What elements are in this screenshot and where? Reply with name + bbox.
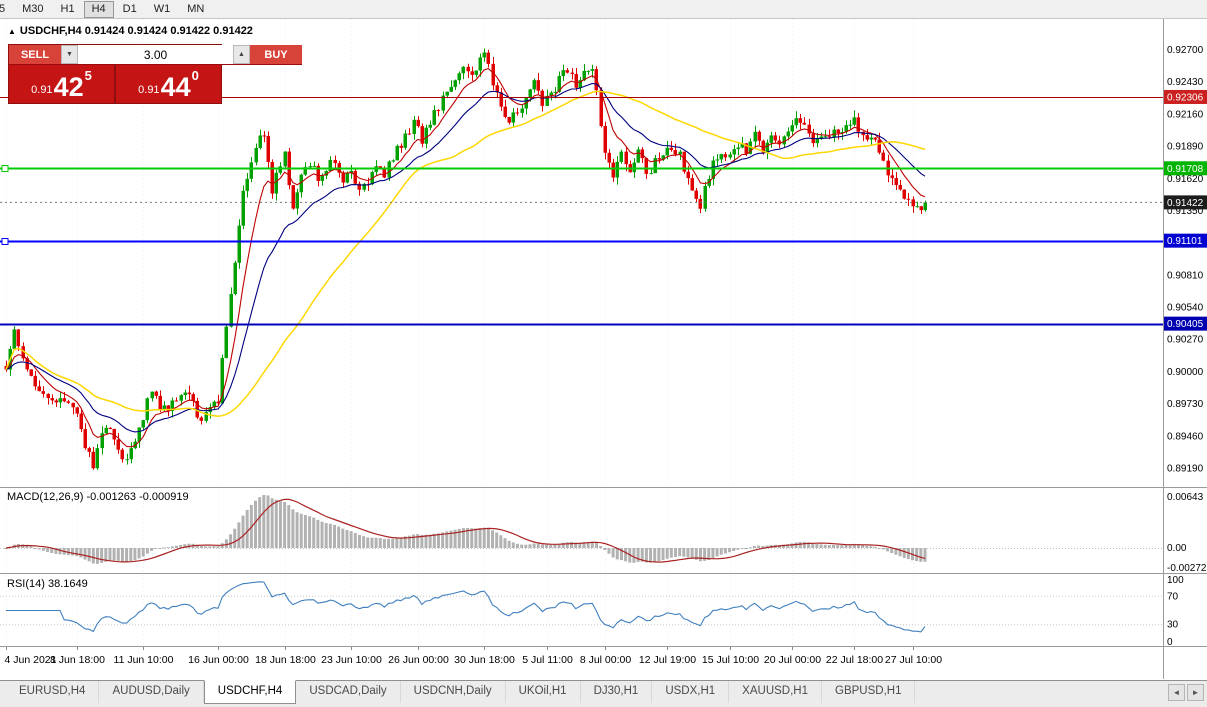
svg-text:0.90405: 0.90405 bbox=[1167, 319, 1204, 330]
ask-pipette: 0 bbox=[191, 68, 199, 83]
trade-controls-row: SELL ▼ ▲ BUY bbox=[9, 45, 302, 65]
timeframe-button-m30[interactable]: M30 bbox=[14, 0, 52, 18]
svg-text:0.89730: 0.89730 bbox=[1167, 399, 1204, 410]
rsi-indicator-label: RSI(14) 38.1649 bbox=[7, 578, 88, 590]
svg-text:0.00: 0.00 bbox=[1167, 543, 1187, 554]
chart-tab-gbpusd[interactable]: GBPUSD,H1 bbox=[822, 681, 916, 703]
timeframe-button-h1[interactable]: H1 bbox=[52, 0, 83, 18]
svg-text:0.92306: 0.92306 bbox=[1167, 92, 1204, 103]
ask-price-button[interactable]: 0.91 44 0 bbox=[116, 65, 221, 103]
buy-button[interactable]: BUY bbox=[250, 45, 302, 65]
tab-scroll-left-icon[interactable]: ◄ bbox=[1168, 684, 1185, 701]
collapse-panel-icon[interactable]: ▲ bbox=[8, 27, 16, 36]
timeframe-button-5[interactable]: 5 bbox=[0, 0, 14, 18]
chart-tab-xauusd[interactable]: XAUUSD,H1 bbox=[729, 681, 822, 703]
macd-indicator-label: MACD(12,26,9) -0.001263 -0.000919 bbox=[7, 491, 189, 503]
svg-text:-0.00272: -0.00272 bbox=[1167, 563, 1207, 574]
tab-scroll-right-icon[interactable]: ► bbox=[1187, 684, 1204, 701]
svg-text:0.90540: 0.90540 bbox=[1167, 303, 1204, 314]
svg-text:8 Jul 00:00: 8 Jul 00:00 bbox=[580, 654, 632, 666]
chart-tab-usdx[interactable]: USDX,H1 bbox=[652, 681, 730, 703]
svg-text:0.91708: 0.91708 bbox=[1167, 164, 1204, 175]
bid-price-button[interactable]: 0.91 42 5 bbox=[9, 65, 114, 103]
horizontal-level-lines[interactable] bbox=[0, 97, 1163, 326]
bid-big-digits: 42 bbox=[53, 72, 84, 102]
svg-text:0.91620: 0.91620 bbox=[1167, 174, 1204, 185]
candlestick-series bbox=[4, 48, 927, 470]
svg-text:0.92700: 0.92700 bbox=[1167, 45, 1204, 56]
svg-text:0.92430: 0.92430 bbox=[1167, 77, 1204, 88]
chart-tab-usdcad[interactable]: USDCAD,Daily bbox=[296, 681, 401, 703]
svg-text:0.89460: 0.89460 bbox=[1167, 431, 1204, 442]
svg-text:15 Jul 10:00: 15 Jul 10:00 bbox=[702, 654, 759, 666]
sell-button[interactable]: SELL bbox=[9, 45, 61, 65]
timeframe-button-h4[interactable]: H4 bbox=[83, 0, 114, 18]
bid-prefix: 0.91 bbox=[31, 84, 53, 96]
volume-input[interactable] bbox=[78, 45, 233, 64]
timeframe-button-w1[interactable]: W1 bbox=[145, 0, 179, 18]
symbol-ohlc-text: USDCHF,H4 0.91424 0.91424 0.91422 0.9142… bbox=[19, 25, 253, 37]
svg-text:5 Jul 11:00: 5 Jul 11:00 bbox=[522, 654, 573, 666]
svg-text:8 Jun 18:00: 8 Jun 18:00 bbox=[50, 654, 105, 666]
moving-average-lines bbox=[5, 67, 926, 448]
chart-tab-eurusd[interactable]: EURUSD,H4 bbox=[6, 681, 100, 703]
svg-text:11 Jun 10:00: 11 Jun 10:00 bbox=[114, 654, 174, 666]
ask-prefix: 0.91 bbox=[138, 84, 160, 96]
svg-text:16 Jun 00:00: 16 Jun 00:00 bbox=[188, 654, 249, 666]
svg-text:20 Jul 00:00: 20 Jul 00:00 bbox=[764, 654, 821, 666]
svg-text:30 Jun 18:00: 30 Jun 18:00 bbox=[454, 654, 515, 666]
trade-prices-row: 0.91 42 5 0.91 44 0 bbox=[9, 65, 221, 103]
chart-tab-audusd[interactable]: AUDUSD,Daily bbox=[99, 681, 204, 703]
svg-text:27 Jul 10:00: 27 Jul 10:00 bbox=[885, 654, 942, 666]
svg-text:0.00643: 0.00643 bbox=[1167, 492, 1204, 503]
symbol-info: ▲ USDCHF,H4 0.91424 0.91424 0.91422 0.914… bbox=[8, 25, 253, 37]
volume-decrease-icon[interactable]: ▼ bbox=[61, 45, 78, 64]
tab-scroll-arrows: ◄ ► bbox=[1168, 684, 1204, 701]
svg-text:23 Jun 10:00: 23 Jun 10:00 bbox=[321, 654, 382, 666]
rsi-panel bbox=[0, 581, 1163, 633]
svg-text:0.90270: 0.90270 bbox=[1167, 335, 1204, 346]
timeframe-button-d1[interactable]: D1 bbox=[114, 0, 145, 18]
svg-text:0.90810: 0.90810 bbox=[1167, 270, 1204, 281]
svg-text:0.90000: 0.90000 bbox=[1167, 367, 1204, 378]
bid-pipette: 5 bbox=[84, 68, 92, 83]
chart-tab-dj30[interactable]: DJ30,H1 bbox=[581, 681, 653, 703]
svg-text:0.92160: 0.92160 bbox=[1167, 109, 1204, 120]
svg-text:18 Jun 18:00: 18 Jun 18:00 bbox=[255, 654, 316, 666]
svg-text:12 Jul 19:00: 12 Jul 19:00 bbox=[639, 654, 696, 666]
svg-text:4 Jun 2021: 4 Jun 2021 bbox=[5, 654, 57, 666]
svg-text:0.91890: 0.91890 bbox=[1167, 142, 1204, 153]
volume-control: ▼ ▲ bbox=[61, 45, 250, 65]
macd-panel bbox=[0, 495, 1163, 564]
chart-tab-bar: EURUSD,H4 AUDUSD,Daily USDCHF,H4 USDCAD,Dai… bbox=[0, 680, 1207, 707]
chart-tab-usdchf[interactable]: USDCHF,H4 bbox=[203, 680, 297, 704]
timeframe-toolbar: 5M30H1H4D1W1MN bbox=[0, 0, 1207, 19]
svg-text:0.91101: 0.91101 bbox=[1167, 236, 1203, 247]
chart-tab-ukoil[interactable]: UKOil,H1 bbox=[506, 681, 581, 703]
chart-tab-usdcnh[interactable]: USDCNH,Daily bbox=[401, 681, 506, 703]
svg-text:0.91422: 0.91422 bbox=[1167, 198, 1204, 209]
svg-text:70: 70 bbox=[1167, 591, 1179, 602]
volume-increase-icon[interactable]: ▲ bbox=[233, 45, 250, 64]
svg-text:100: 100 bbox=[1167, 575, 1184, 586]
svg-text:0: 0 bbox=[1167, 637, 1173, 648]
ask-big-digits: 44 bbox=[160, 72, 191, 102]
svg-text:0.91350: 0.91350 bbox=[1167, 206, 1204, 217]
svg-text:22 Jul 18:00: 22 Jul 18:00 bbox=[826, 654, 883, 666]
timeframe-button-mn[interactable]: MN bbox=[179, 0, 213, 18]
svg-text:26 Jun 00:00: 26 Jun 00:00 bbox=[388, 654, 449, 666]
svg-text:30: 30 bbox=[1167, 620, 1179, 631]
svg-text:0.89190: 0.89190 bbox=[1167, 464, 1204, 475]
